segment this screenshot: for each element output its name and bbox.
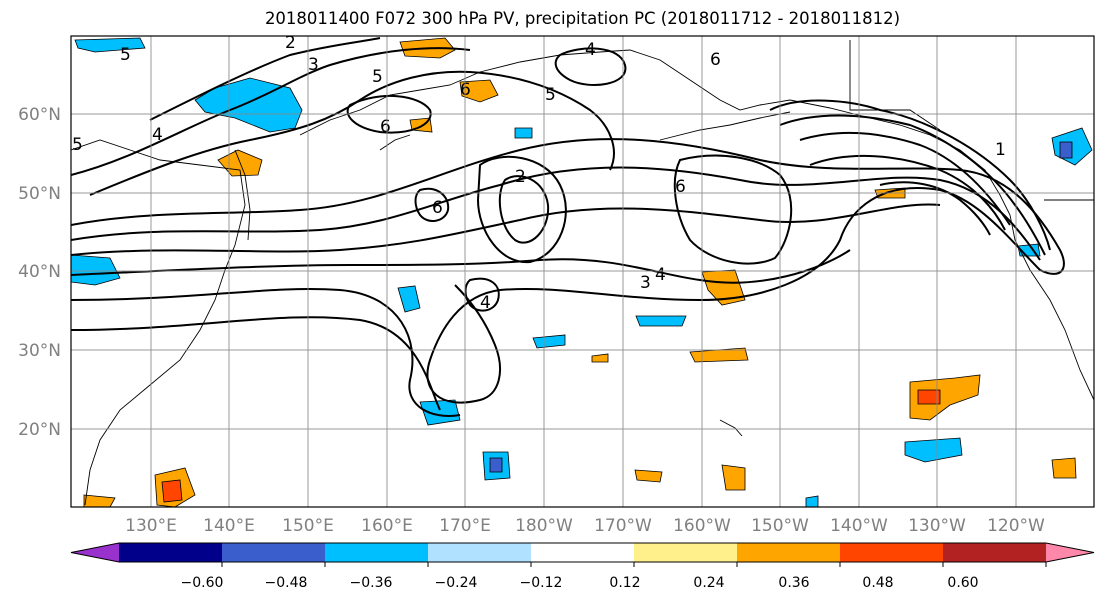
lon-label: 150°E xyxy=(282,516,334,536)
lon-label: 130°W xyxy=(908,516,966,536)
precip-patch xyxy=(74,37,146,53)
contour-label: 1 xyxy=(995,140,1006,160)
contour-label: 5 xyxy=(72,135,83,155)
colorbar-outline xyxy=(70,542,1095,563)
colorbar-tick-label: −0.48 xyxy=(265,575,308,591)
precip-patch xyxy=(1051,457,1077,479)
colorbar-segment xyxy=(737,543,841,562)
lat-label: 20°N xyxy=(18,420,61,440)
colorbar-ticks: −0.60 −0.48 −0.36 −0.24 −0.12 0.12 0.24 … xyxy=(181,575,979,591)
colorbar-segment xyxy=(943,543,1047,562)
colorbar-segment xyxy=(222,543,326,562)
precip-patch xyxy=(459,79,499,103)
map-frame xyxy=(70,35,1095,508)
colorbar-tick-label: 0.12 xyxy=(609,575,640,591)
colorbar-tick-label: 0.36 xyxy=(778,575,809,591)
colorbar-tick-label: 0.48 xyxy=(862,575,893,591)
precip-patch xyxy=(909,374,981,421)
lat-label: 40°N xyxy=(18,262,61,282)
colorbar-extend-high xyxy=(1046,543,1094,562)
contour-label: 2 xyxy=(285,33,296,53)
precip-patches xyxy=(71,37,1093,507)
contour-label: 6 xyxy=(675,177,686,197)
contour-label: 6 xyxy=(380,117,391,137)
lat-label: 50°N xyxy=(18,184,61,204)
contour-label: 3 xyxy=(308,55,319,75)
precip-patch xyxy=(419,399,461,426)
pv-contours xyxy=(71,37,1065,417)
precip-patch xyxy=(635,315,687,327)
lon-labels: 130°E 140°E 150°E 160°E 170°E 180°W 170°… xyxy=(125,516,1045,536)
colorbar-segment xyxy=(840,543,944,562)
lat-labels: 60°N 50°N 40°N 30°N 20°N xyxy=(18,105,61,440)
colorbar-extend-low xyxy=(71,543,119,562)
lat-label: 30°N xyxy=(18,341,61,361)
precip-patch xyxy=(397,285,421,313)
contour-label: 5 xyxy=(545,85,556,105)
contour-label: 6 xyxy=(710,50,721,70)
colorbar-tick-label: −0.12 xyxy=(520,575,563,591)
lon-label: 170°E xyxy=(439,516,491,536)
lon-label: 180°W xyxy=(515,516,573,536)
contour-label: 3 xyxy=(640,273,651,293)
colorbar-segment xyxy=(119,543,223,562)
precip-patch xyxy=(83,494,116,507)
precip-patch xyxy=(917,389,941,405)
precip-patch xyxy=(689,347,749,363)
contour-label: 2 xyxy=(515,167,526,187)
lon-label: 140°E xyxy=(203,516,255,536)
colorbar-tick-label: −0.36 xyxy=(350,575,393,591)
lon-label: 120°W xyxy=(987,516,1045,536)
precip-patch xyxy=(532,334,566,349)
colorbar-tick-label: −0.60 xyxy=(181,575,224,591)
contour-label: 4 xyxy=(655,265,666,285)
lon-label: 160°E xyxy=(361,516,413,536)
lon-label: 170°W xyxy=(594,516,652,536)
contour-label: 4 xyxy=(152,125,163,145)
colorbar-tick-label: 0.24 xyxy=(693,575,724,591)
precip-patch xyxy=(161,479,183,503)
precip-patch xyxy=(904,437,963,463)
contour-label: 5 xyxy=(372,67,383,87)
colorbar-segment xyxy=(634,543,738,562)
contour-label: 6 xyxy=(432,198,443,218)
colorbar xyxy=(70,542,1095,567)
precip-patch xyxy=(701,269,746,306)
lon-label: 160°W xyxy=(673,516,731,536)
precip-patch xyxy=(514,127,533,139)
colorbar-segment xyxy=(531,543,635,562)
precip-patch xyxy=(71,254,121,286)
lat-label: 60°N xyxy=(18,105,61,125)
precip-patch xyxy=(805,495,819,507)
colorbar-segment xyxy=(428,543,532,562)
precip-patch xyxy=(1059,141,1073,159)
lon-label: 140°W xyxy=(830,516,888,536)
contour-label: 5 xyxy=(120,45,131,65)
precip-patch xyxy=(591,353,609,363)
precip-patch xyxy=(634,469,663,483)
colorbar-tick-label: −0.24 xyxy=(435,575,478,591)
colorbar-segment xyxy=(325,543,429,562)
map-title: 2018011400 F072 300 hPa PV, precipitatio… xyxy=(264,9,901,28)
lon-label: 150°W xyxy=(751,516,809,536)
contour-label: 4 xyxy=(585,40,596,60)
precip-patch xyxy=(721,464,746,491)
lon-label: 130°E xyxy=(125,516,177,536)
graticule xyxy=(71,36,1094,507)
contour-label: 4 xyxy=(480,293,491,313)
precip-patch xyxy=(489,457,503,473)
colorbar-tick-label: 0.60 xyxy=(947,575,978,591)
